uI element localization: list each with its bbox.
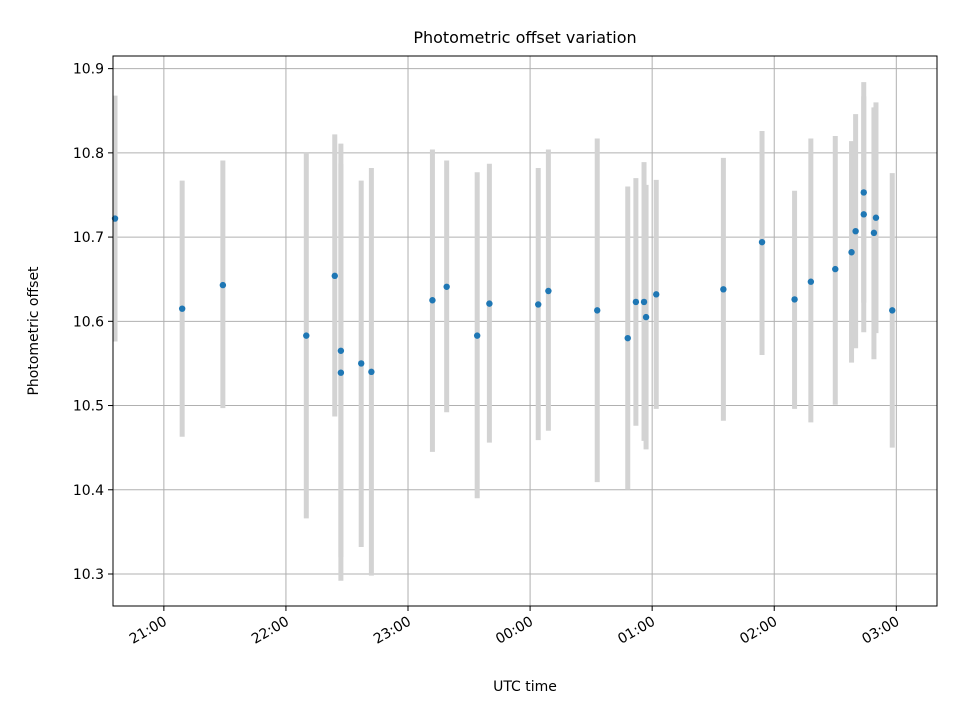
data-point xyxy=(331,272,338,280)
data-point xyxy=(872,214,880,221)
data-point xyxy=(545,287,552,295)
data-point xyxy=(758,238,766,246)
x-tick-label: 02:00 xyxy=(737,614,780,648)
data-point xyxy=(594,307,601,314)
x-tick-label: 01:00 xyxy=(615,614,658,648)
error-bars xyxy=(112,82,895,581)
y-axis-label: Photometric offset xyxy=(26,266,42,396)
data-point xyxy=(860,211,867,218)
data-points xyxy=(111,189,896,376)
x-axis-ticks: 21:00 22:00 23:00 00:00 01:00 02:00 03:00 xyxy=(127,606,902,648)
data-point xyxy=(358,360,365,367)
data-point xyxy=(303,332,310,339)
x-tick-label: 23:00 xyxy=(371,614,414,648)
data-point xyxy=(535,301,542,308)
data-point xyxy=(889,307,896,314)
data-point xyxy=(632,298,640,306)
y-axis-ticks: 10.3 10.4 10.5 10.6 10.7 10.8 10.9 xyxy=(73,62,113,583)
x-tick-label: 03:00 xyxy=(859,614,902,648)
data-point xyxy=(848,249,855,256)
x-axis-label: UTC time xyxy=(493,679,557,695)
data-point xyxy=(368,368,375,376)
data-point xyxy=(870,229,878,237)
data-point xyxy=(640,298,648,306)
data-point xyxy=(852,227,859,235)
data-point xyxy=(642,313,650,321)
y-tick-label: 10.7 xyxy=(73,230,104,246)
y-tick-label: 10.3 xyxy=(73,567,104,583)
data-point xyxy=(178,305,186,312)
data-point xyxy=(337,347,345,354)
data-point xyxy=(429,297,436,304)
y-tick-label: 10.6 xyxy=(73,314,104,330)
data-point xyxy=(720,286,727,293)
data-point xyxy=(860,189,867,196)
data-point xyxy=(791,296,798,303)
y-tick-label: 10.4 xyxy=(73,483,104,499)
gridlines xyxy=(113,56,937,606)
x-tick-label: 00:00 xyxy=(493,614,536,648)
plot-frame xyxy=(112,55,938,607)
data-point xyxy=(624,334,631,342)
y-tick-label: 10.5 xyxy=(73,399,104,415)
x-tick-label: 21:00 xyxy=(127,614,170,648)
x-tick-label: 22:00 xyxy=(249,614,292,648)
y-tick-label: 10.8 xyxy=(73,146,104,162)
data-point xyxy=(653,291,660,298)
data-point xyxy=(219,281,227,289)
data-point xyxy=(443,283,450,290)
data-point xyxy=(486,300,493,307)
data-point xyxy=(337,369,345,376)
data-point xyxy=(832,265,839,273)
data-point xyxy=(473,332,481,339)
y-tick-label: 10.9 xyxy=(73,62,104,78)
chart-title: Photometric offset variation xyxy=(413,28,636,47)
data-point xyxy=(807,278,815,285)
